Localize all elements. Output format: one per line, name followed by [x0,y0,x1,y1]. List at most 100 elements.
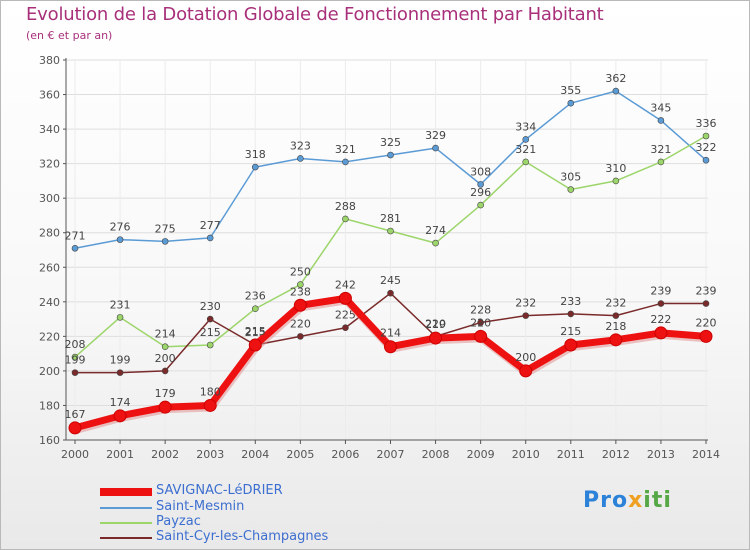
x-tick-label: 2009 [467,448,495,461]
data-label-savignac-l-drier: 220 [470,316,491,329]
y-tick-label: 280 [39,227,60,240]
data-label-payzac: 310 [605,162,626,175]
data-label-savignac-l-drier: 238 [290,285,311,298]
x-tick-label: 2006 [331,448,359,461]
data-label-payzac: 214 [155,328,176,341]
data-point-payzac [116,314,124,321]
y-tick-label: 320 [39,158,60,171]
data-label-saint-mesmin: 275 [155,222,176,235]
data-point-saint-mesmin [297,155,304,162]
data-label-saint-cyr-les-champagnes: 225 [335,309,356,322]
data-label-saint-cyr-les-champagnes: 200 [155,352,176,365]
data-label-saint-mesmin: 308 [470,165,491,178]
data-point-saint-mesmin [657,117,665,124]
data-point-savignac-l-drier [609,333,623,347]
data-label-saint-cyr-les-champagnes: 220 [290,317,311,330]
data-point-payzac [477,201,484,209]
data-label-payzac: 236 [245,290,266,303]
data-point-savignac-l-drier [474,329,488,343]
legend-swatch-payzac [100,521,152,524]
data-point-saint-mesmin [71,244,79,252]
data-label-saint-cyr-les-champagnes: 239 [650,285,671,298]
data-label-payzac: 250 [290,266,311,279]
data-point-payzac [71,353,79,361]
data-label-savignac-l-drier: 242 [335,278,356,291]
y-tick-label: 340 [39,123,60,136]
data-label-saint-mesmin: 277 [200,219,221,232]
data-label-payzac: 208 [65,338,86,351]
data-label-saint-mesmin: 322 [696,141,717,154]
data-point-savignac-l-drier [654,326,668,340]
chart-subtitle: (en € et par an) [26,29,113,42]
data-point-savignac-l-drier [203,398,217,412]
legend-item-savignac[interactable]: SAVIGNAC-LéDRIER [100,483,400,499]
y-tick-label: 160 [39,434,60,447]
data-point-saint-cyr-les-champagnes [612,312,620,319]
data-point-savignac-l-drier [113,409,127,423]
legend-item-saint-mesmin[interactable]: Saint-Mesmin [100,499,400,515]
data-label-saint-mesmin: 334 [515,120,536,133]
data-point-saint-cyr-les-champagnes [387,289,394,297]
x-tick-label: 2010 [512,448,540,461]
data-point-payzac [342,215,349,223]
data-label-savignac-l-drier: 200 [515,351,536,364]
proxiti-logo: Proxiti [583,488,672,513]
data-label-saint-mesmin: 318 [245,148,266,161]
data-point-savignac-l-drier [293,298,307,312]
y-tick-label: 180 [39,399,60,412]
data-label-saint-cyr-les-champagnes: 232 [515,297,536,310]
x-tick-label: 2011 [557,448,585,461]
x-tick-label: 2007 [377,448,405,461]
data-point-saint-cyr-les-champagnes [522,312,530,319]
data-label-payzac: 305 [560,171,581,184]
data-point-savignac-l-drier [68,421,82,435]
data-point-saint-cyr-les-champagnes [477,319,484,326]
data-label-saint-cyr-les-champagnes: 239 [696,285,717,298]
data-point-saint-cyr-les-champagnes [702,300,710,307]
data-point-saint-mesmin [567,99,575,107]
data-point-saint-mesmin [251,163,259,171]
y-tick-label: 220 [39,330,60,343]
data-label-saint-cyr-les-champagnes: 245 [380,274,401,287]
x-tick-label: 2014 [692,448,720,461]
data-label-saint-cyr-les-champagnes: 230 [200,300,221,313]
legend-label-saint-mesmin: Saint-Mesmin [156,499,245,514]
data-label-payzac: 281 [380,212,401,225]
data-label-saint-mesmin: 325 [380,136,401,149]
x-tick-label: 2001 [106,448,134,461]
data-point-saint-mesmin [702,156,710,164]
y-tick-label: 260 [39,261,60,274]
x-tick-label: 2004 [241,448,269,461]
data-label-savignac-l-drier: 219 [425,318,446,331]
legend-item-payzac[interactable]: Payzac [100,514,400,530]
data-label-payzac: 336 [696,117,717,130]
data-point-savignac-l-drier [564,338,578,352]
data-label-saint-cyr-les-champagnes: 199 [65,354,86,367]
data-label-savignac-l-drier: 220 [696,316,717,329]
data-label-saint-cyr-les-champagnes: 232 [605,297,626,310]
data-point-savignac-l-drier [699,329,713,343]
data-point-saint-mesmin [612,87,620,95]
data-label-payzac: 215 [200,326,221,339]
data-label-saint-cyr-les-champagnes: 233 [560,295,581,308]
data-point-saint-mesmin [342,158,349,166]
data-point-payzac [657,158,665,166]
legend-item-saint-cyr[interactable]: Saint-Cyr-les-Champagnes [100,529,400,545]
data-point-saint-mesmin [206,234,214,242]
legend-swatch-saint-cyr [100,536,152,539]
data-point-saint-mesmin [477,181,484,188]
data-point-savignac-l-drier [338,291,352,305]
data-label-savignac-l-drier: 167 [65,408,86,421]
x-tick-label: 2013 [647,448,675,461]
data-point-payzac [387,227,394,235]
data-label-payzac: 321 [650,143,671,156]
data-label-savignac-l-drier: 214 [380,327,401,340]
data-point-payzac [161,343,169,351]
data-point-payzac [432,239,439,247]
data-label-payzac: 296 [470,186,491,199]
data-label-savignac-l-drier: 215 [560,325,581,338]
data-point-saint-mesmin [522,136,530,143]
data-point-savignac-l-drier [519,364,533,378]
legend-swatch-saint-mesmin [100,506,152,509]
